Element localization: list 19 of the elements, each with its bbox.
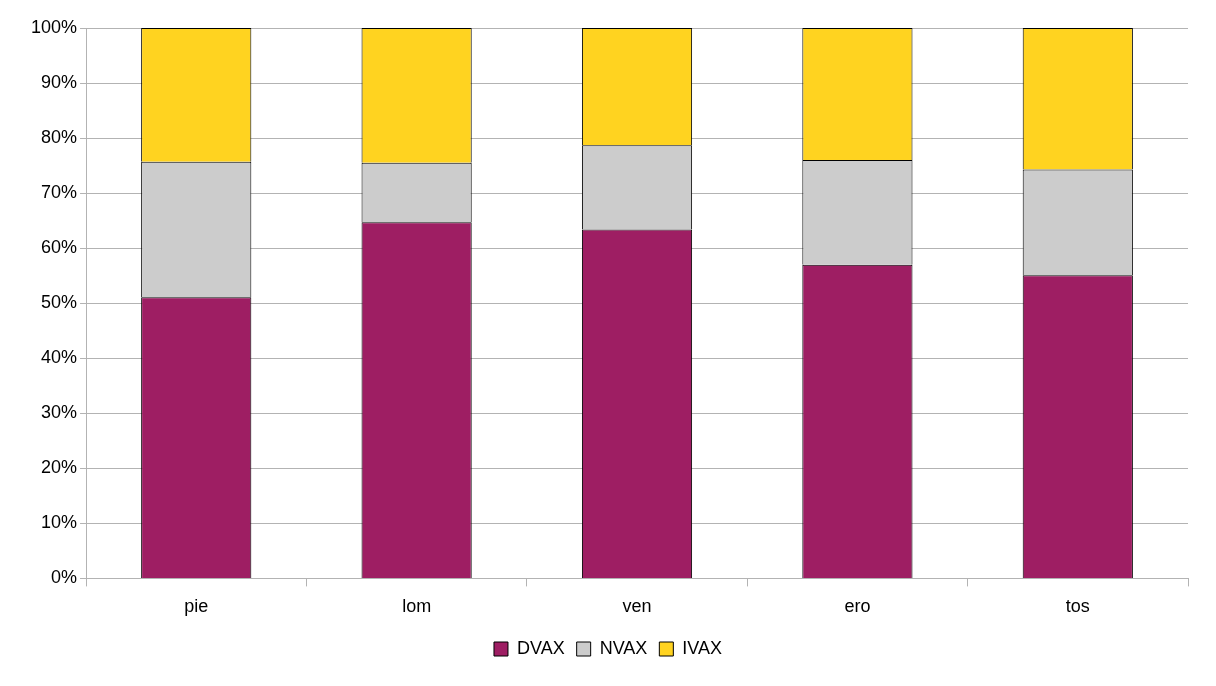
- y-tick-label: 100%: [30, 16, 78, 37]
- x-tick-label: lom: [402, 596, 432, 617]
- y-tick-label: 0%: [51, 567, 78, 588]
- x-tick-label: ven: [622, 596, 652, 617]
- y-tick-label: 20%: [41, 457, 78, 478]
- legend-label: DVAX: [516, 637, 565, 658]
- y-tick-label: 60%: [41, 237, 78, 258]
- x-tick-label: pie: [184, 596, 209, 617]
- x-tick-label: ero: [844, 596, 871, 617]
- x-tick-label: tos: [1065, 596, 1090, 617]
- y-tick-label: 50%: [41, 292, 78, 313]
- legend-label: NVAX: [599, 637, 648, 658]
- y-tick-label: 80%: [41, 127, 78, 148]
- y-tick-label: 40%: [41, 347, 78, 368]
- y-tick-label: 90%: [41, 72, 78, 93]
- y-tick-label: 70%: [41, 182, 78, 203]
- y-tick-label: 30%: [41, 402, 78, 423]
- y-tick-label: 10%: [41, 512, 78, 533]
- legend-label: IVAX: [682, 637, 723, 658]
